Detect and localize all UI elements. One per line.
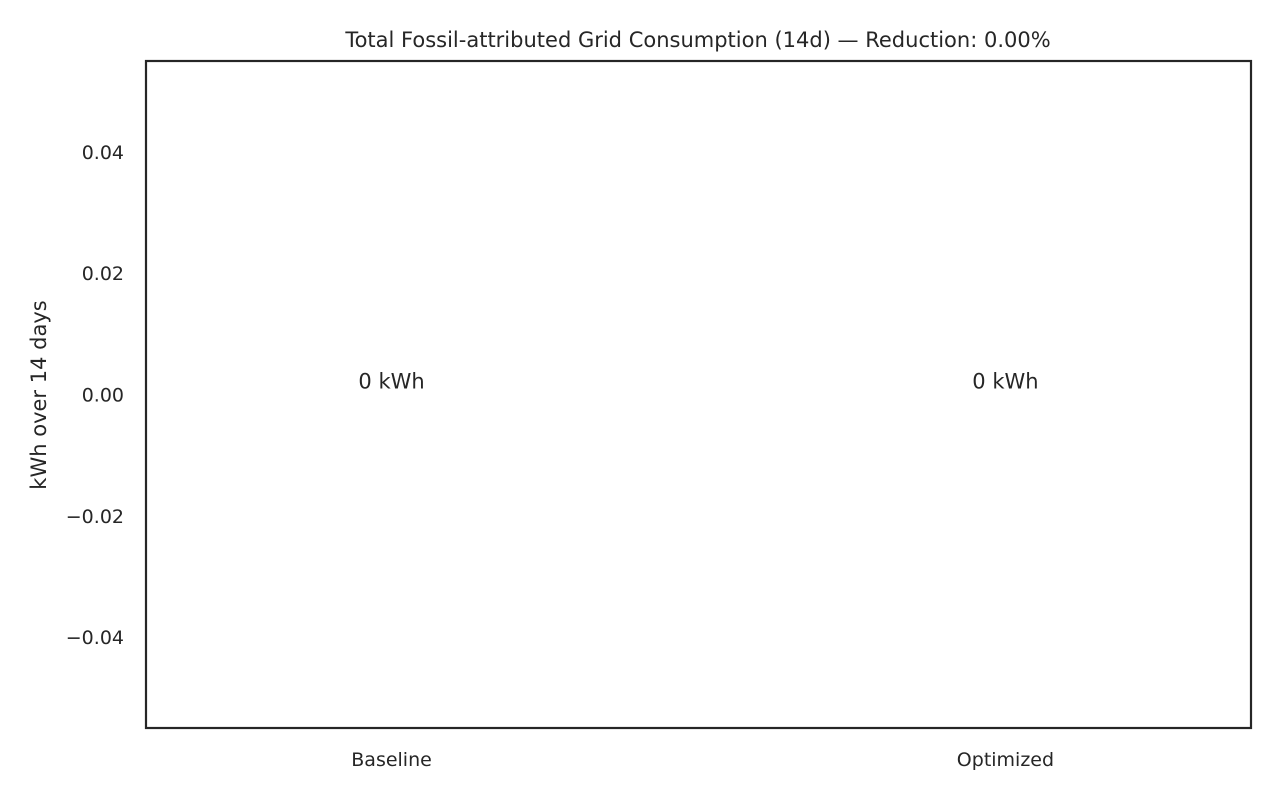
- x-tick-label: Optimized: [957, 749, 1054, 771]
- data-label: 0 kWh: [972, 370, 1038, 394]
- y-tick-label: −0.02: [66, 506, 124, 528]
- x-tick-label: Baseline: [351, 749, 432, 771]
- y-tick-label: 0.04: [82, 142, 124, 164]
- y-axis-label: kWh over 14 days: [27, 300, 51, 489]
- x-ticks-group: Baseline Optimized: [351, 749, 1054, 771]
- chart-title: Total Fossil-attributed Grid Consumption…: [344, 28, 1050, 52]
- y-tick-label: 0.00: [82, 385, 124, 407]
- data-label: 0 kWh: [358, 370, 424, 394]
- y-tick-label: −0.04: [66, 627, 124, 649]
- data-labels-group: 0 kWh 0 kWh: [358, 370, 1038, 394]
- plot-area: [144, 59, 1253, 730]
- y-tick-label: 0.02: [82, 263, 124, 285]
- y-ticks-group: −0.04 −0.02 0.00 0.02 0.04: [66, 142, 124, 649]
